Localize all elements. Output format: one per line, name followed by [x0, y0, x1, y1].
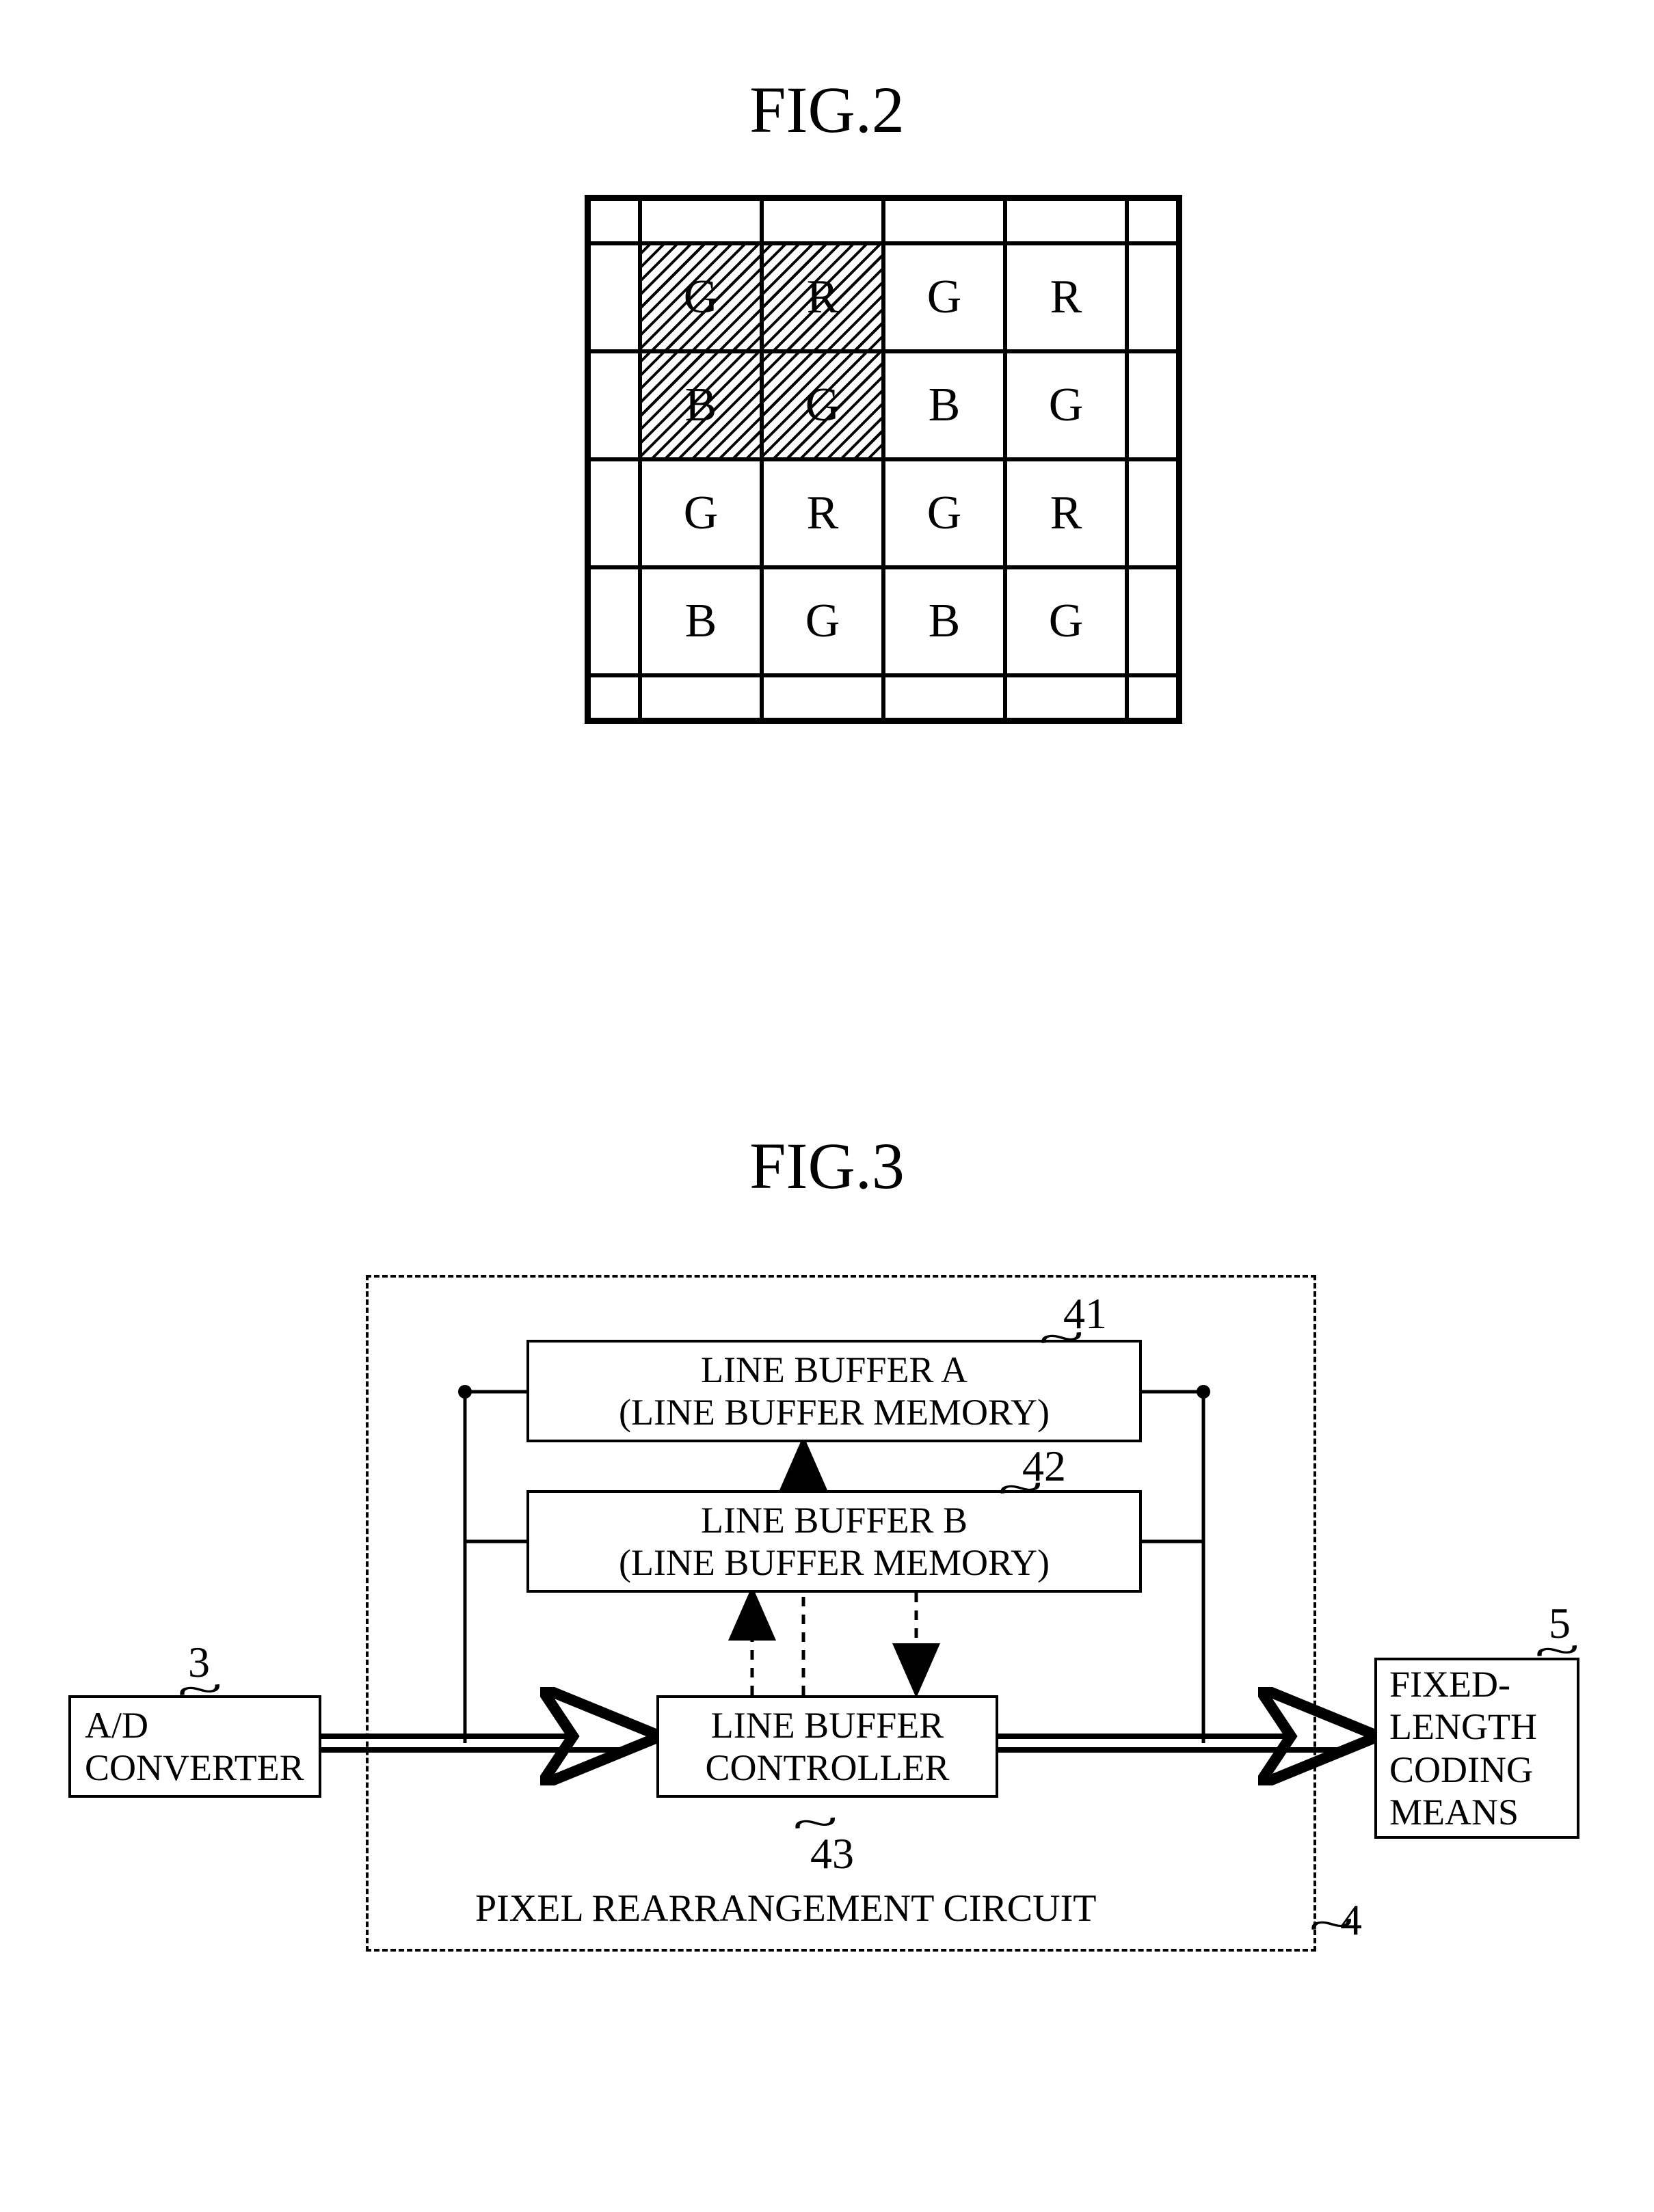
grid-edge-cell	[589, 351, 640, 459]
pixel-cell: G	[762, 351, 883, 459]
grid-edge-cell	[1127, 675, 1178, 720]
grid-edge-cell	[589, 199, 640, 243]
pixel-cell: R	[1005, 459, 1127, 567]
fig3-title: FIG.3	[0, 1128, 1654, 1204]
grid-edge-cell	[883, 199, 1005, 243]
coding-line4: MEANS	[1389, 1791, 1519, 1833]
grid-edge-cell	[1127, 567, 1178, 675]
fig3-diagram: LINE BUFFER A (LINE BUFFER MEMORY) 41 ~ …	[68, 1244, 1586, 1962]
fixed-length-coding-box: FIXED- LENGTH CODING MEANS	[1374, 1658, 1579, 1839]
controller-line1: LINE BUFFER	[711, 1704, 944, 1746]
pixel-cell: B	[640, 567, 762, 675]
grid-edge-cell	[1005, 675, 1127, 720]
grid-edge-cell	[589, 459, 640, 567]
coding-line3: CODING	[1389, 1749, 1533, 1791]
adc-line1: A/D	[85, 1704, 148, 1746]
grid-edge-cell	[640, 675, 762, 720]
grid-edge-cell	[1127, 459, 1178, 567]
pixel-cell: R	[762, 459, 883, 567]
pixel-cell: G	[640, 459, 762, 567]
fig2-title: FIG.2	[0, 72, 1654, 148]
pixel-cell: R	[762, 243, 883, 351]
pixel-cell: G	[1005, 567, 1127, 675]
grid-edge-cell	[762, 199, 883, 243]
grid-edge-cell	[1127, 243, 1178, 351]
pixel-cell: B	[883, 567, 1005, 675]
grid-edge-cell	[1127, 351, 1178, 459]
pixel-cell: G	[1005, 351, 1127, 459]
grid-edge-cell	[589, 243, 640, 351]
pixel-cell: B	[883, 351, 1005, 459]
adc-line2: CONVERTER	[85, 1746, 304, 1789]
grid-edge-cell	[589, 567, 640, 675]
grid-edge-cell	[589, 675, 640, 720]
grid-edge-cell	[762, 675, 883, 720]
controller-line2: CONTROLLER	[706, 1746, 950, 1789]
buffer-b-subtitle: (LINE BUFFER MEMORY)	[619, 1541, 1050, 1584]
pixel-cell: G	[883, 459, 1005, 567]
buffer-a-subtitle: (LINE BUFFER MEMORY)	[619, 1391, 1050, 1433]
grid-edge-cell	[1127, 199, 1178, 243]
grid-edge-cell	[1005, 199, 1127, 243]
coding-line1: FIXED-	[1389, 1663, 1510, 1705]
coding-line2: LENGTH	[1389, 1705, 1537, 1748]
pixel-cell: G	[762, 567, 883, 675]
pixel-cell: B	[640, 351, 762, 459]
pixel-cell: G	[883, 243, 1005, 351]
line-buffer-controller-box: LINE BUFFER CONTROLLER	[656, 1695, 998, 1798]
grid-edge-cell	[640, 199, 762, 243]
pixel-cell: G	[640, 243, 762, 351]
fig2-bayer-grid: G R G R B G B G G R G R B G B G	[585, 195, 1182, 724]
fig3-caption: PIXEL REARRANGEMENT CIRCUIT	[475, 1887, 1096, 1930]
buffer-a-title: LINE BUFFER A	[701, 1349, 968, 1391]
grid-edge-cell	[883, 675, 1005, 720]
pixel-cell: R	[1005, 243, 1127, 351]
buffer-b-title: LINE BUFFER B	[701, 1499, 968, 1541]
